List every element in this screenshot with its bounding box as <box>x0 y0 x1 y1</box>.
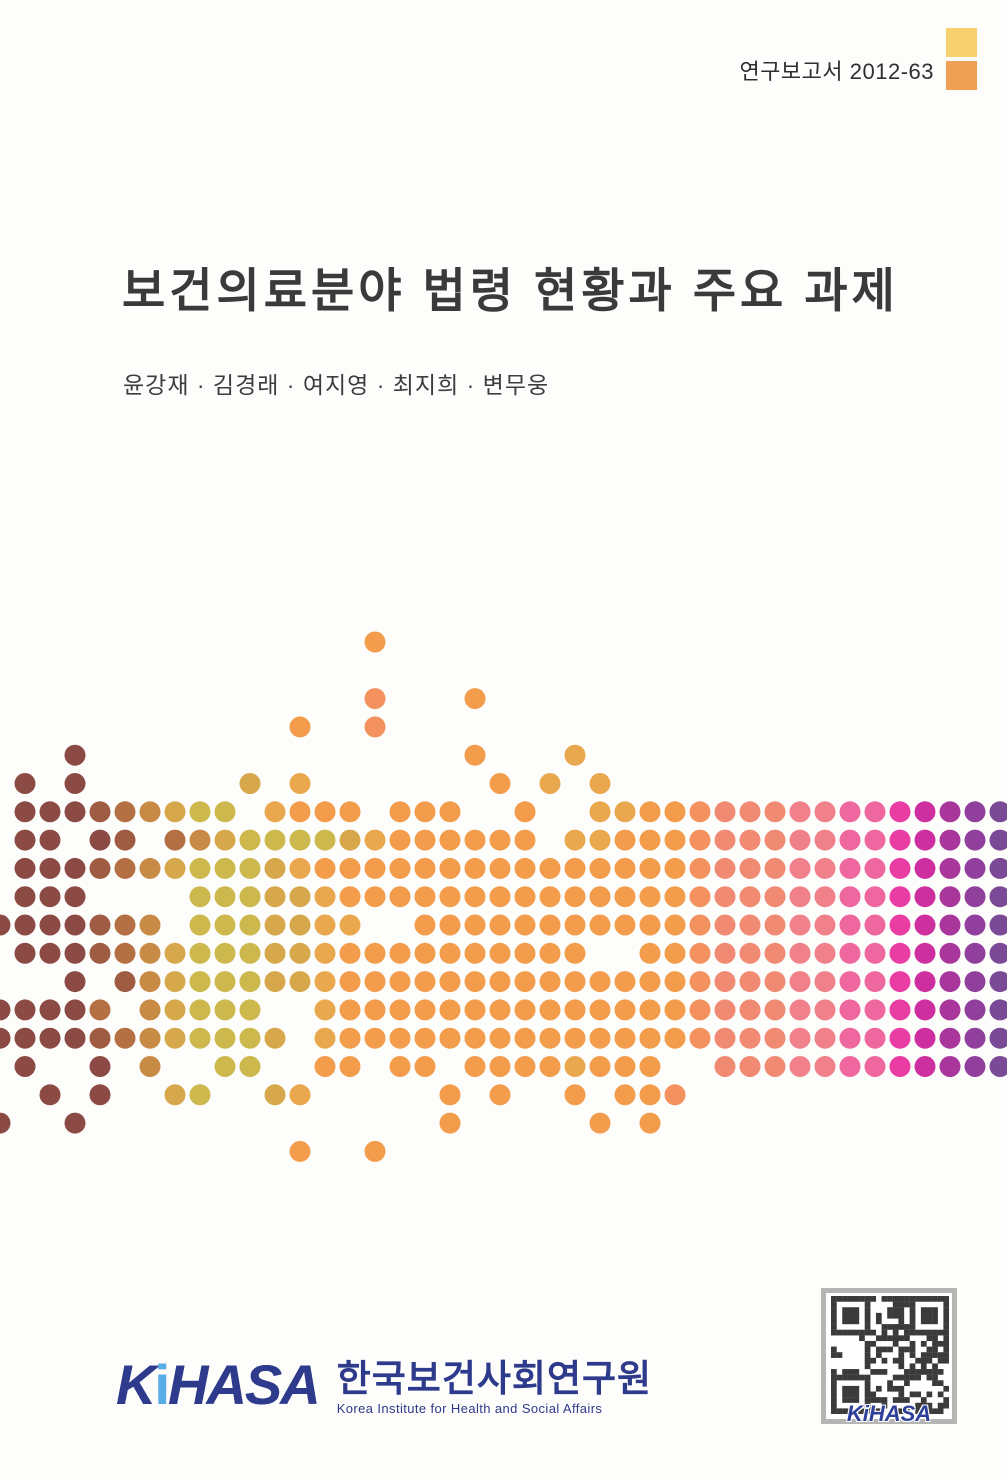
qr-code: KiHASA <box>821 1288 957 1426</box>
org-name-korean: 한국보건사회연구원 <box>336 1358 653 1399</box>
qr-modules <box>831 1296 949 1414</box>
authors-line: 윤강재 · 김경래 · 여지영 · 최지희 · 변무웅 <box>123 372 550 398</box>
report-tag: 연구보고서 2012-63 <box>739 28 977 90</box>
page-title: 보건의료분야 법령 현황과 주요 과제 <box>122 264 899 317</box>
qr-kihasa-label: KiHASA <box>846 1401 932 1426</box>
kihasa-wordmark: KiHASA <box>116 1357 321 1413</box>
orange-square-icon <box>946 61 977 90</box>
logo-letter-k: K <box>116 1353 156 1416</box>
report-number-label: 연구보고서 2012-63 <box>739 59 934 84</box>
logo-letter-i: i <box>154 1353 170 1416</box>
org-name-english: Korea Institute for Health and Social Af… <box>336 1400 603 1416</box>
kihasa-logo: KiHASA 한국보건사회연구원 Korea Institute for Hea… <box>116 1357 652 1416</box>
logo-letters-hasa: HASA <box>168 1353 321 1416</box>
tag-squares <box>946 28 977 90</box>
org-name-block: 한국보건사회연구원 Korea Institute for Health and… <box>336 1358 653 1416</box>
yellow-square-icon <box>946 28 977 57</box>
